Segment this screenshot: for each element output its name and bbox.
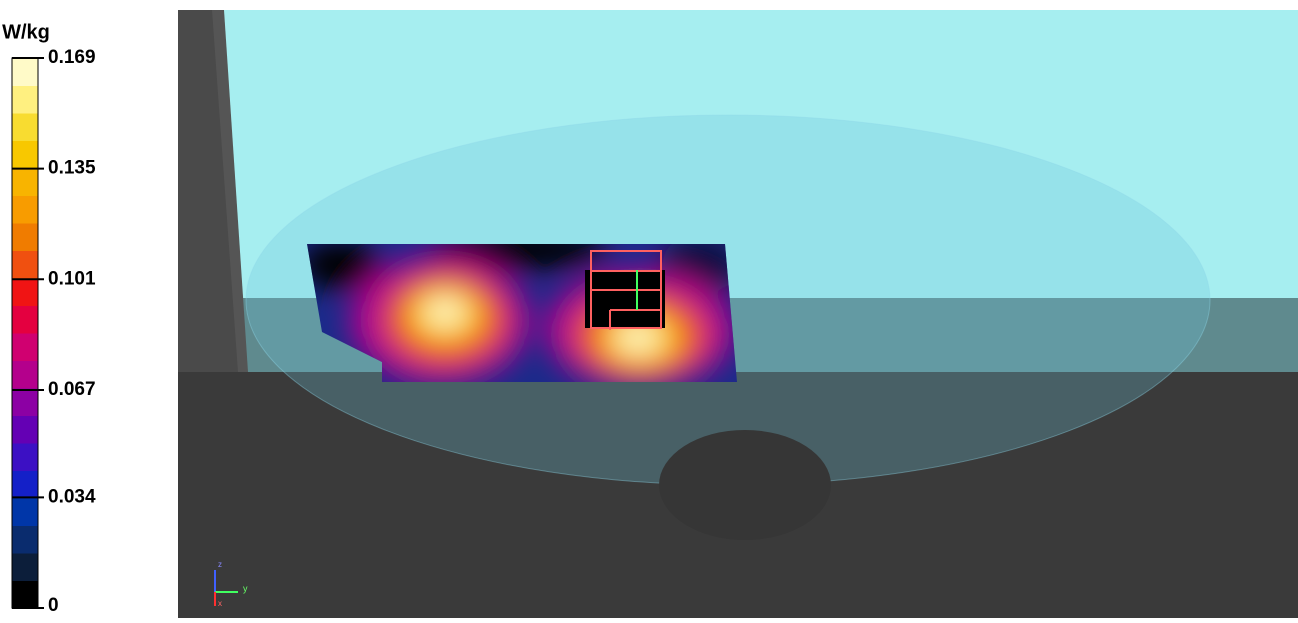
legend-unit: W/kg: [2, 21, 50, 43]
sar-heatmap: [307, 244, 737, 382]
colorbar-band: [12, 443, 38, 471]
axis-triad: z y x: [214, 560, 248, 608]
axis-label: z: [218, 560, 222, 569]
scene-view: z y x: [178, 10, 1298, 618]
colorbar-band: [12, 58, 38, 86]
colorbar-band: [12, 388, 38, 416]
axis-label: x: [218, 599, 222, 608]
colorbar-band: [12, 305, 38, 334]
colorbar-band: [12, 140, 38, 169]
colorbar-band: [12, 195, 38, 224]
tick-label: 0.034: [48, 486, 96, 507]
colorbar-band: [12, 415, 38, 444]
colorbar-band: [12, 278, 38, 306]
colorbar-band: [12, 250, 38, 279]
colorbar-band: [12, 113, 38, 141]
colorbar-band: [12, 85, 38, 114]
colorbar-band: [12, 470, 38, 499]
probe-grid: [590, 250, 662, 330]
colorbar-band: [12, 223, 38, 251]
colorbar-band: [12, 333, 38, 361]
colorbar-band: [12, 168, 38, 196]
axis-label: y: [243, 583, 248, 593]
colorbar-band: [12, 360, 38, 389]
tick-label: 0.169: [48, 47, 96, 68]
colorbar-band: [12, 498, 38, 526]
colorbar-band: [12, 580, 38, 609]
tick-label: 0: [48, 595, 59, 616]
tick-label: 0.101: [48, 268, 96, 289]
colorbar-band: [12, 525, 38, 554]
colorbar-band: [12, 553, 38, 581]
tick-label: 0.135: [48, 158, 96, 179]
tick-label: 0.067: [48, 379, 96, 400]
